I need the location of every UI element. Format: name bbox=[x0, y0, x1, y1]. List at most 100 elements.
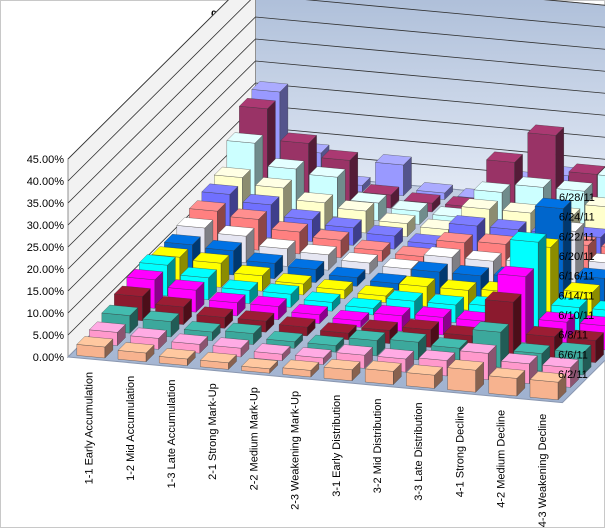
bar-top-face bbox=[337, 200, 375, 212]
depth-tick-label: 6/28/11 bbox=[559, 192, 595, 204]
bar-top-face bbox=[196, 306, 234, 318]
bar-top-face bbox=[208, 292, 246, 303]
x-tick-label: 1-1 Early Accumulation bbox=[84, 372, 96, 485]
bar-top-face bbox=[225, 322, 262, 334]
x-tick-label: 2-1 Strong Mark-Up bbox=[207, 383, 219, 480]
bar bbox=[253, 343, 291, 362]
bar-top-face bbox=[76, 336, 114, 348]
bar-top-face bbox=[584, 196, 605, 207]
bar-top-face bbox=[500, 353, 538, 364]
bar-top-face bbox=[575, 267, 605, 279]
bar-top-face bbox=[151, 246, 189, 258]
bar-top-face bbox=[237, 310, 275, 322]
bar-top-face bbox=[597, 167, 605, 176]
gridline bbox=[67, 0, 605, 160]
bar-top-face bbox=[250, 295, 287, 307]
bar-top-face bbox=[323, 359, 361, 370]
bar-front-face bbox=[406, 372, 435, 389]
bar-top-face bbox=[328, 266, 366, 278]
bar bbox=[212, 337, 250, 358]
bar-top-face bbox=[378, 212, 416, 224]
bar-top-face bbox=[303, 291, 341, 303]
x-tick-label: 3-1 Early Distribution bbox=[331, 395, 343, 497]
x-tick-label: 3-2 Mid Distribution bbox=[372, 399, 384, 494]
bar-top-face bbox=[278, 316, 316, 328]
bar-top-face bbox=[436, 232, 473, 243]
bar-top-face bbox=[117, 342, 155, 354]
bar-top-face bbox=[542, 356, 579, 368]
bar bbox=[76, 336, 114, 359]
bar-top-face bbox=[406, 364, 443, 376]
bar bbox=[200, 352, 237, 370]
bar-top-face bbox=[427, 294, 465, 306]
bar-top-face bbox=[398, 275, 436, 287]
depth-axis-tick-labels: 6/2/11 6/6/11 6/8/11 6/10/11 6/14/11 6/16/11 6… bbox=[558, 192, 595, 381]
bar-top-face bbox=[534, 197, 572, 209]
y-axis-tick-labels: 0.00% 5.00% 10.00% 15.00% 20.00% 25.00% 30.00%… bbox=[27, 154, 65, 364]
x-tick-label: 4-2 Medium Decline bbox=[496, 410, 508, 508]
bar-top-face bbox=[389, 331, 427, 343]
bar-top-face bbox=[213, 166, 251, 178]
bar-top-face bbox=[332, 310, 370, 321]
bar-top-face bbox=[423, 246, 461, 258]
bar-top-face bbox=[212, 337, 250, 349]
bar bbox=[529, 371, 567, 401]
bar-top-face bbox=[391, 200, 429, 212]
y-tick-label: 5.00% bbox=[33, 330, 64, 342]
bar-top-face bbox=[296, 192, 334, 203]
bars bbox=[76, 81, 605, 401]
x-tick-label: 2-3 Weakening Mark-Up bbox=[290, 391, 302, 510]
bar-top-face bbox=[267, 158, 305, 170]
bar-top-face bbox=[386, 290, 423, 302]
bar bbox=[447, 359, 485, 393]
bar-front-face bbox=[529, 379, 559, 400]
bar-top-face bbox=[88, 321, 126, 333]
gridline bbox=[67, 82, 605, 270]
bar-top-face bbox=[416, 182, 454, 194]
bar bbox=[488, 367, 526, 397]
bar-top-face bbox=[344, 297, 382, 309]
bar-top-face bbox=[497, 265, 535, 277]
x-tick-label: 1-3 Late Accumulation bbox=[166, 380, 178, 489]
bar-top-face bbox=[348, 329, 386, 341]
bar bbox=[158, 348, 196, 366]
bar-top-face bbox=[350, 192, 387, 204]
bar-top-face bbox=[258, 238, 296, 249]
bar-top-face bbox=[341, 252, 379, 264]
bar-top-face bbox=[513, 342, 551, 354]
bar bbox=[282, 359, 320, 378]
bar-front-face bbox=[365, 368, 394, 385]
bar-top-face bbox=[300, 244, 337, 255]
bar bbox=[364, 360, 402, 385]
bar-top-face bbox=[439, 279, 477, 291]
bar-top-face bbox=[464, 250, 502, 262]
bar-top-face bbox=[188, 200, 226, 212]
bar-top-face bbox=[592, 300, 605, 311]
bar-top-face bbox=[308, 166, 346, 178]
bar-top-face bbox=[255, 177, 292, 189]
gridline bbox=[67, 38, 605, 226]
bar-top-face bbox=[271, 221, 309, 233]
bar-top-face bbox=[473, 181, 511, 193]
bar-top-face bbox=[316, 279, 354, 291]
bar-top-face bbox=[509, 231, 547, 243]
bar-top-face bbox=[418, 349, 456, 361]
bar-top-face bbox=[275, 273, 312, 285]
y-tick-label: 15.00% bbox=[27, 286, 65, 298]
bar-top-face bbox=[452, 265, 490, 276]
bar-top-face bbox=[431, 337, 468, 349]
bar-top-face bbox=[101, 304, 139, 316]
bar-top-face bbox=[163, 234, 201, 245]
x-axis-tick-labels: 1-1 Early Accumulation 1-2 Mid Accumulati… bbox=[84, 372, 549, 527]
bar-top-face bbox=[336, 344, 373, 356]
bar-top-face bbox=[486, 151, 523, 163]
bar-top-face bbox=[180, 267, 217, 278]
bar-top-face bbox=[283, 208, 321, 220]
bar-top-face bbox=[357, 285, 395, 297]
bar-top-face bbox=[241, 358, 279, 369]
bar-top-face bbox=[282, 359, 320, 371]
bar-top-face bbox=[312, 229, 350, 241]
bar-top-face bbox=[556, 180, 593, 192]
depth-tick-label: 6/24/11 bbox=[559, 212, 595, 224]
